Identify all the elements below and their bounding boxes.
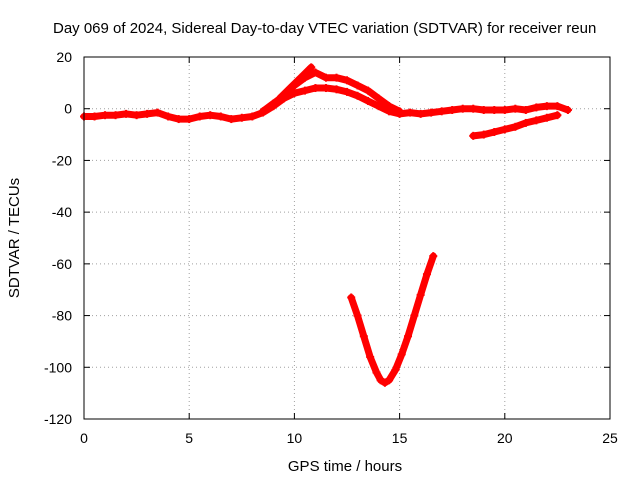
- y-tick-label: -80: [52, 308, 72, 324]
- x-axis-title: GPS time / hours: [288, 458, 402, 475]
- series-layer: [80, 63, 572, 387]
- x-tick-label: 5: [185, 430, 193, 446]
- tick-labels: 0 5 10 15 20 25 20 0 -20 -40 -60 -80 -100 -120: [44, 49, 618, 446]
- y-tick-label: 0: [64, 101, 72, 117]
- y-tick-label: -120: [44, 411, 72, 427]
- y-tick-label: 20: [56, 49, 72, 65]
- y-tick-label: -20: [52, 152, 72, 168]
- x-tick-label: 15: [392, 430, 408, 446]
- y-axis-title: SDTVAR / TECUs: [6, 178, 23, 298]
- series-spike: [276, 63, 315, 102]
- x-tick-label: 20: [497, 430, 513, 446]
- plot-frame: [83, 56, 611, 420]
- y-tick-label: -40: [52, 204, 72, 220]
- x-tick-label: 25: [602, 430, 618, 446]
- y-tick-label: -100: [44, 359, 72, 375]
- chart-title: Day 069 of 2024, Sidereal Day-to-day VTE…: [53, 20, 596, 37]
- x-tick-label: 0: [80, 430, 88, 446]
- x-tick-label: 10: [287, 430, 303, 446]
- y-tick-label: -60: [52, 256, 72, 272]
